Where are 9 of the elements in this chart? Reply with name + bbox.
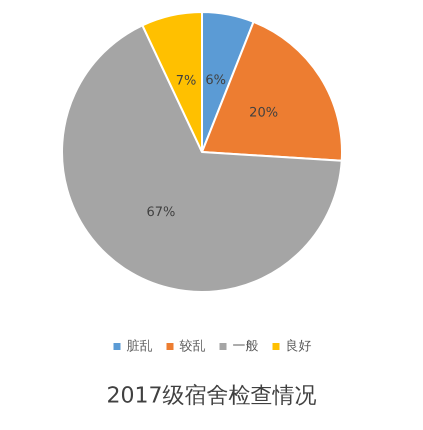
data-label: 67%	[146, 204, 176, 220]
legend-label: 良好	[286, 339, 312, 354]
data-label: 6%	[205, 72, 226, 88]
text: 2017级宿舍检查情况	[106, 384, 316, 408]
legend-label: 脏乱	[126, 339, 152, 354]
legend-label: 一般	[232, 339, 258, 354]
data-label: 7%	[176, 73, 196, 88]
data-label: 20%	[249, 105, 278, 120]
legend-label: 较乱	[180, 339, 206, 354]
